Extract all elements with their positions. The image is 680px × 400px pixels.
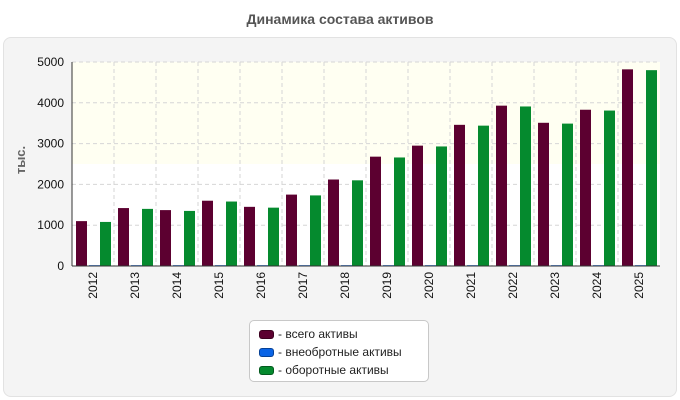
- legend-swatch: [259, 347, 274, 357]
- legend-label: - всего активы: [278, 327, 358, 341]
- x-tick-label: 2017: [296, 272, 310, 299]
- bar: [454, 124, 465, 266]
- x-tick-label: 2015: [212, 272, 226, 299]
- x-tick-labels: 2012 2013 2014 2015 2016 2017 2018 2019 2020 2021…: [86, 272, 646, 299]
- x-tick-label: 2018: [338, 272, 352, 299]
- bar: [244, 206, 255, 266]
- bar: [370, 156, 381, 266]
- x-tick-label: 2020: [422, 272, 436, 299]
- y-tick-label: 2000: [37, 177, 64, 191]
- x-tick-label: 2021: [464, 272, 478, 299]
- bar: [268, 207, 279, 266]
- legend: - всего активы - внеобротные активы - обор…: [249, 320, 429, 382]
- legend-label: - внеобротные активы: [278, 345, 402, 359]
- bar: [310, 195, 321, 266]
- bar: [184, 210, 195, 266]
- y-tick-labels: 0 1000 2000 3000 4000 5000: [37, 55, 64, 273]
- y-axis-title: тыс.: [13, 146, 28, 174]
- x-tick-label: 2012: [86, 272, 100, 299]
- bars: [76, 69, 657, 267]
- bar: [202, 200, 213, 266]
- bar: [352, 180, 363, 266]
- bar: [646, 70, 657, 266]
- bar: [328, 179, 339, 266]
- axes: [71, 62, 660, 267]
- legend-swatch: [259, 329, 274, 339]
- legend-item: - оборотные активы: [259, 361, 428, 379]
- legend-label: - оборотные активы: [278, 363, 389, 377]
- x-tick-label: 2013: [128, 272, 142, 299]
- bar: [538, 122, 549, 267]
- x-tick-label: 2023: [548, 272, 562, 299]
- chart-title: Динамика состава активов: [246, 11, 434, 27]
- legend-item: - всего активы: [259, 325, 428, 343]
- x-tick-label: 2016: [254, 272, 268, 299]
- y-tick-label: 5000: [37, 55, 64, 69]
- legend-swatch: [259, 365, 274, 375]
- x-tick-label: 2024: [590, 272, 604, 299]
- bar: [520, 106, 531, 266]
- bar: [76, 221, 87, 266]
- bar: [286, 194, 297, 266]
- y-tick-label: 4000: [37, 96, 64, 110]
- bar: [100, 221, 111, 266]
- x-tick-label: 2014: [170, 272, 184, 299]
- bar: [118, 208, 129, 266]
- bar: [226, 201, 237, 266]
- x-tick-label: 2025: [632, 272, 646, 299]
- bar: [562, 123, 573, 266]
- y-tick-label: 1000: [37, 218, 64, 232]
- bar: [436, 146, 447, 266]
- bar: [622, 69, 633, 267]
- bar: [142, 208, 153, 266]
- x-tick-label: 2019: [380, 272, 394, 299]
- bar: [604, 110, 615, 266]
- bar: [496, 105, 507, 266]
- legend-item: - внеобротные активы: [259, 343, 428, 361]
- bar: [412, 145, 423, 266]
- bar: [160, 210, 171, 266]
- y-tick-label: 0: [57, 259, 64, 273]
- bar: [394, 157, 405, 266]
- x-tick-label: 2022: [506, 272, 520, 299]
- y-tick-label: 3000: [37, 137, 64, 151]
- bar: [580, 109, 591, 267]
- bar: [478, 125, 489, 266]
